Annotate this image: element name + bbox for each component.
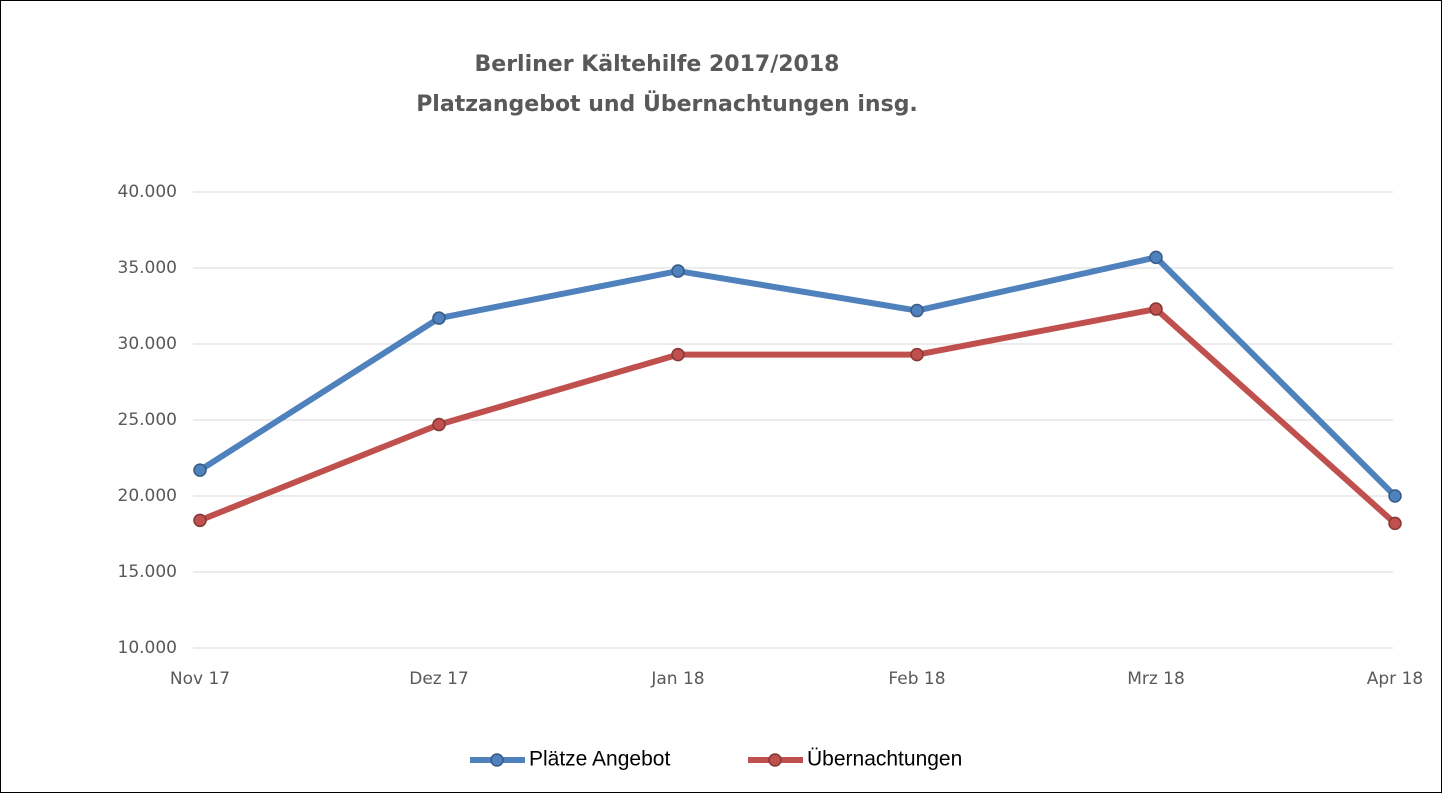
data-point (910, 303, 924, 318)
legend-label: Übernachtungen (807, 748, 962, 771)
x-tick-label: Nov 17 (170, 669, 230, 689)
data-point (1149, 302, 1163, 316)
y-tick-label: 25.000 (118, 410, 177, 430)
y-tick-label: 15.000 (118, 562, 177, 582)
legend-marker (768, 753, 782, 767)
legend-label: Plätze Angebot (529, 748, 670, 771)
data-point (1388, 516, 1402, 531)
series-line (198, 254, 1398, 499)
y-tick-label: 20.000 (118, 486, 177, 506)
data-point (1149, 250, 1163, 265)
data-point (432, 417, 446, 432)
data-point (432, 311, 446, 325)
x-tick-label: Jan 18 (650, 669, 704, 689)
y-tick-label: 35.000 (118, 258, 177, 278)
series-line (198, 306, 1398, 526)
legend-marker (490, 753, 504, 767)
chart-subtitle: Platzangebot und Übernachtungen insg. (416, 91, 918, 117)
x-tick-label: Dez 17 (409, 669, 469, 689)
data-point (671, 264, 685, 278)
y-tick-label: 10.000 (118, 638, 177, 658)
chart-title: Berliner Kältehilfe 2017/2018 (475, 52, 840, 77)
data-point (910, 347, 924, 362)
data-point (193, 513, 207, 528)
x-tick-label: Mrz 18 (1127, 669, 1185, 689)
x-tick-label: Apr 18 (1367, 669, 1423, 689)
data-point (193, 463, 207, 477)
data-point (1388, 489, 1402, 503)
y-tick-label: 30.000 (118, 334, 177, 354)
data-point (671, 347, 685, 362)
y-tick-label: 40.000 (118, 182, 177, 202)
x-tick-label: Feb 18 (888, 669, 945, 689)
